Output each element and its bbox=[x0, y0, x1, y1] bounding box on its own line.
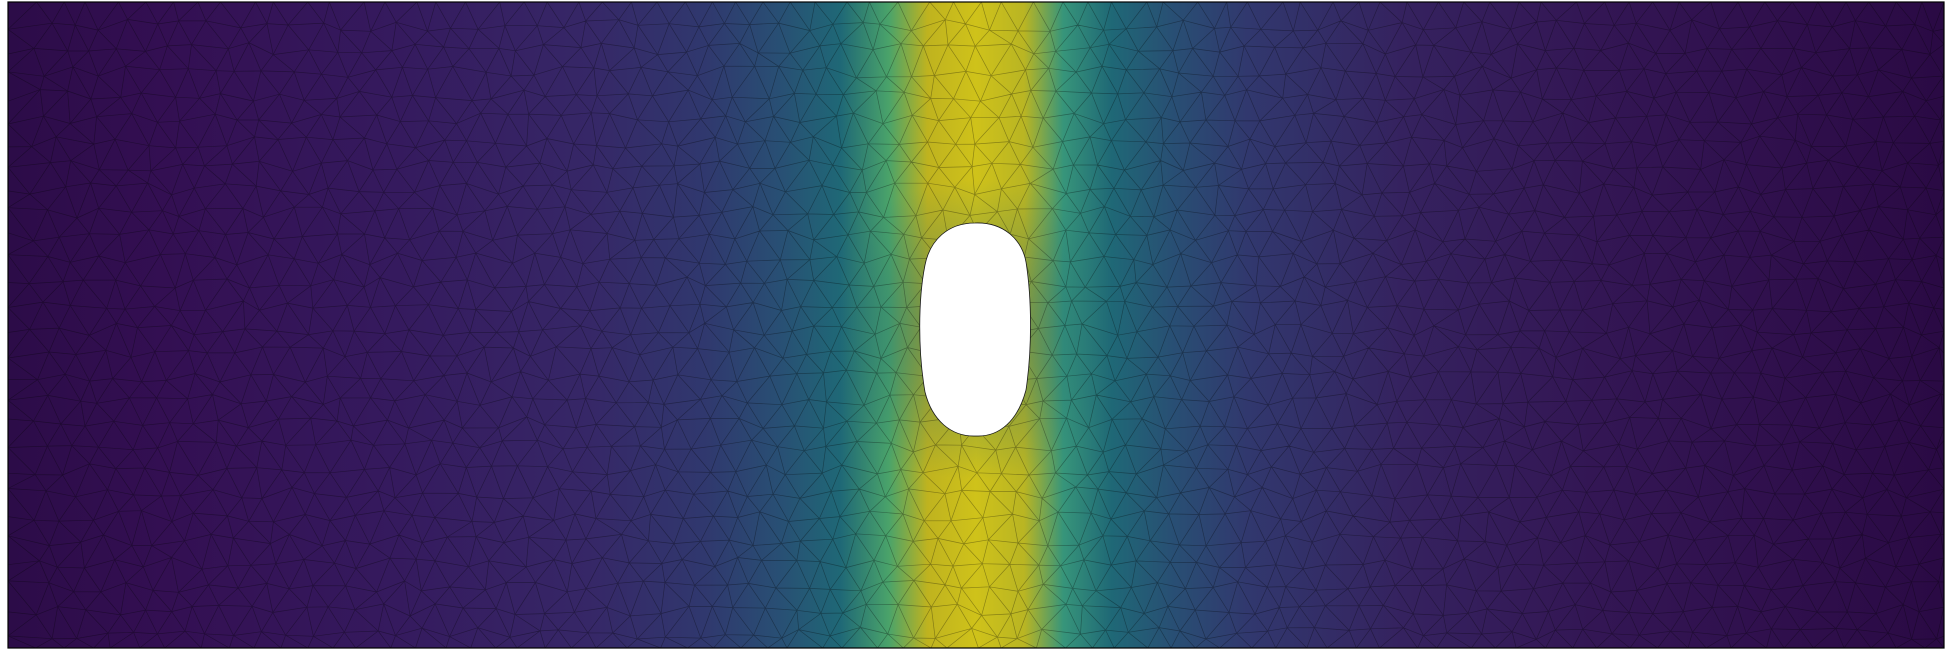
elliptical-hole bbox=[919, 222, 1031, 437]
plate-border bbox=[7, 1, 1945, 649]
mesh-edges bbox=[8, 2, 1944, 648]
triangle-edges bbox=[8, 2, 1944, 648]
